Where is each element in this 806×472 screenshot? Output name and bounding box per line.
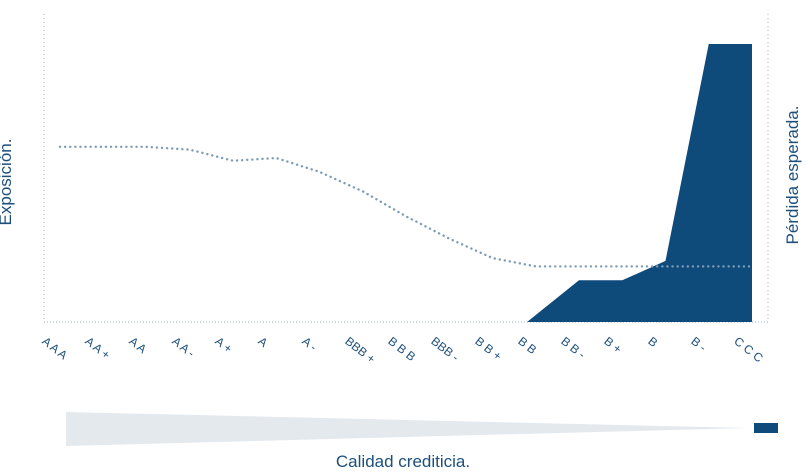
exposure-series: [58, 145, 754, 268]
quality-low-marker: [754, 423, 778, 433]
expected-loss-area-shape: [60, 44, 752, 322]
exposure-line: [58, 145, 754, 268]
x-axis-title: Calidad crediticia.: [335, 452, 471, 471]
quality-gradient-wedge: [66, 412, 748, 446]
expected-loss-area: [59, 43, 753, 323]
credit-quality-bar: [66, 412, 778, 446]
